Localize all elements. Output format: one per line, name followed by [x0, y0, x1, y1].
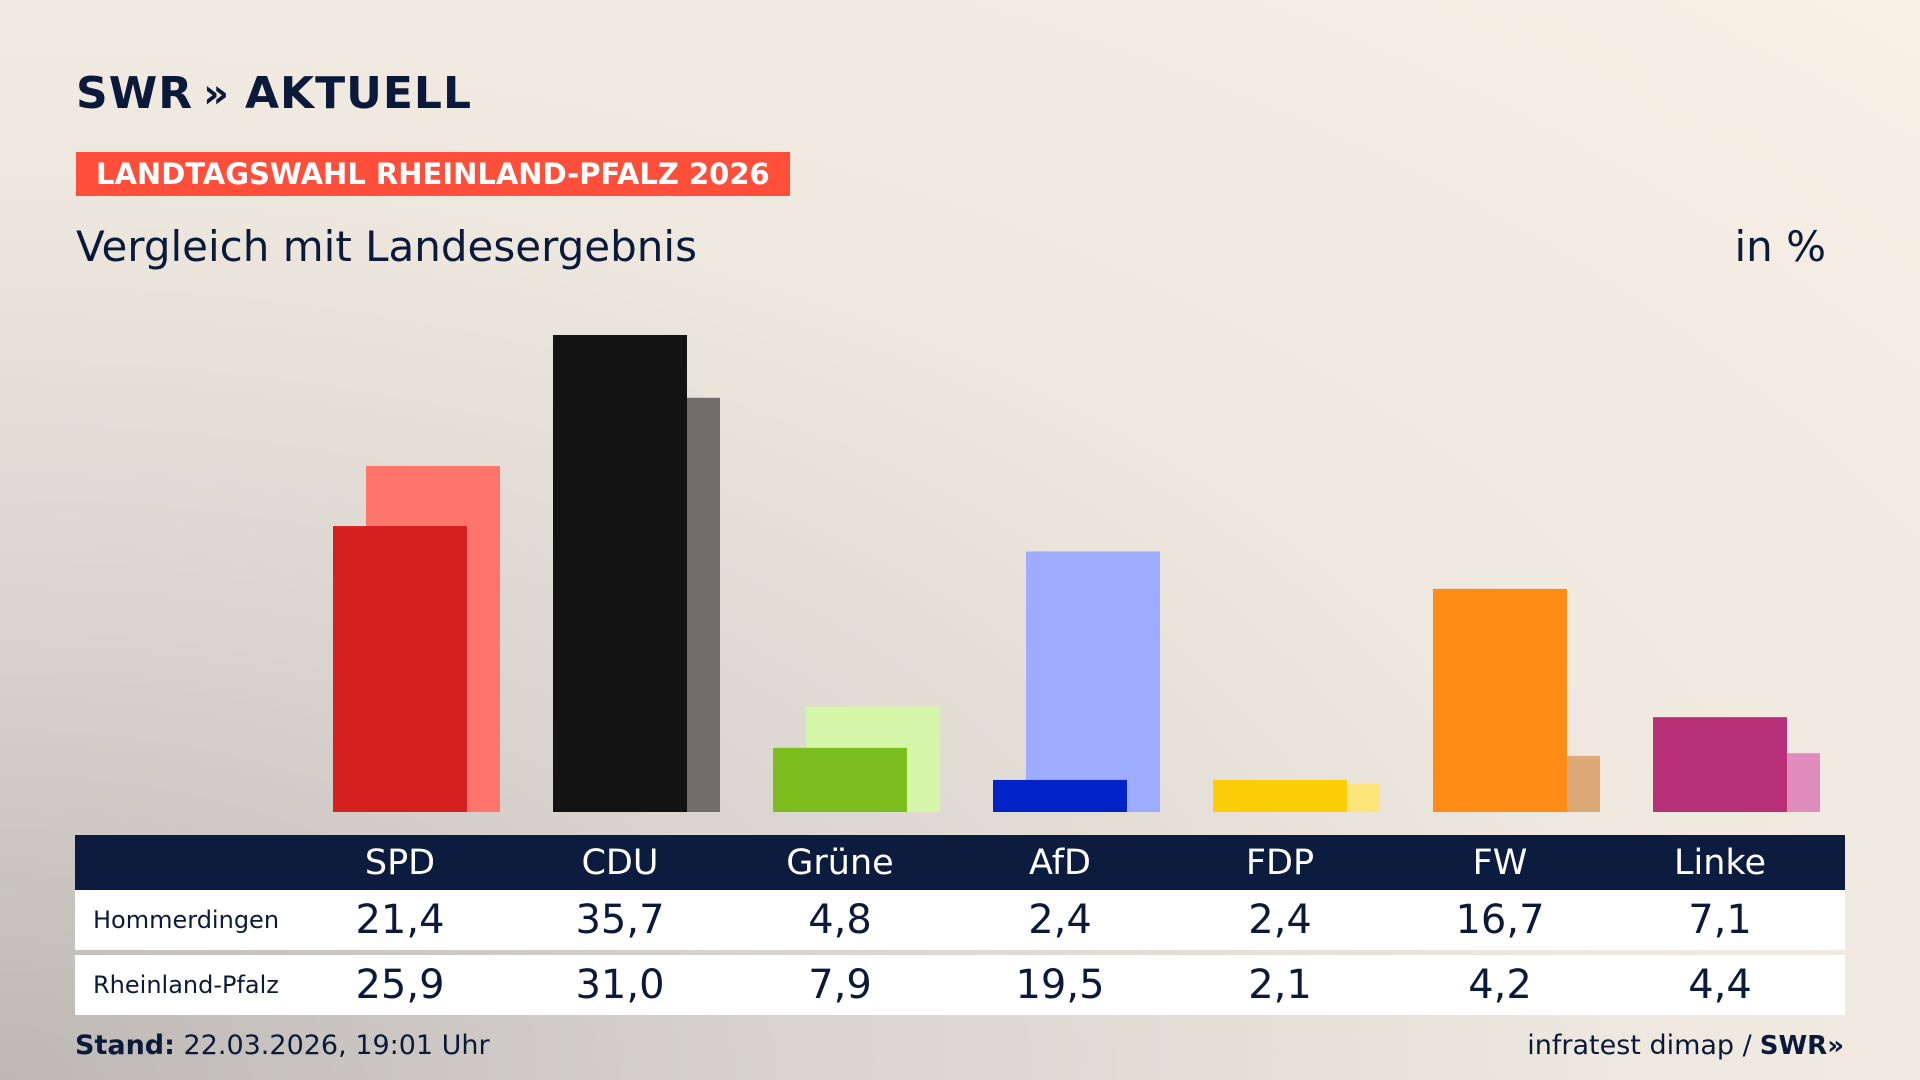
- value-cell: 4,8: [808, 897, 872, 943]
- party-header-cdu: CDU: [581, 842, 659, 883]
- stand-value: 22.03.2026, 19:01 Uhr: [183, 1030, 490, 1061]
- chart-subtitle: Vergleich mit Landesergebnis: [76, 222, 697, 271]
- value-cell: 21,4: [355, 897, 445, 943]
- party-header-fdp: FDP: [1245, 842, 1315, 883]
- party-header-afd: AfD: [1029, 842, 1091, 883]
- table-row: Hommerdingen 21,4 35,7 4,8 2,4 2,4 16,7 7,1: [75, 890, 1845, 950]
- bar-hommerdingen-afd: [993, 779, 1127, 812]
- value-cell: 16,7: [1455, 897, 1545, 943]
- bar-hommerdingen-cdu: [553, 335, 687, 812]
- value-cell: 7,1: [1688, 897, 1752, 943]
- source-credit: infratest dimap / SWR»: [1527, 1030, 1844, 1061]
- bar-hommerdingen-grüne: [773, 747, 907, 812]
- logo-aktuell: AKTUELL: [244, 68, 472, 119]
- value-cell: 25,9: [355, 962, 445, 1008]
- value-cell: 19,5: [1015, 962, 1105, 1008]
- value-cell: 2,4: [1028, 897, 1092, 943]
- bar-rheinland-pfalz-afd: [1026, 551, 1160, 812]
- bar-chart: [333, 335, 1820, 812]
- value-cell: 35,7: [575, 897, 665, 943]
- value-cell: 4,4: [1688, 962, 1752, 1008]
- value-cell: 4,2: [1468, 962, 1532, 1008]
- row-label: Rheinland-Pfalz: [93, 971, 279, 999]
- timestamp: Stand: 22.03.2026, 19:01 Uhr: [75, 1030, 490, 1061]
- election-banner: LANDTAGSWAHL RHEINLAND-PFALZ 2026: [76, 152, 790, 196]
- bar-hommerdingen-spd: [333, 526, 467, 812]
- value-cell: 2,1: [1248, 962, 1312, 1008]
- row-label: Hommerdingen: [93, 906, 280, 934]
- swr-mini-logo: SWR»: [1759, 1030, 1844, 1061]
- source-text: infratest dimap /: [1527, 1030, 1752, 1061]
- logo-swr: SWR: [76, 68, 194, 119]
- table-row: Rheinland-Pfalz 25,9 31,0 7,9 19,5 2,1 4,2 4,4: [75, 955, 1845, 1015]
- party-header-linke: Linke: [1674, 842, 1766, 883]
- stand-label: Stand:: [75, 1030, 175, 1061]
- value-cell: 2,4: [1248, 897, 1312, 943]
- bar-hommerdingen-fdp: [1213, 779, 1347, 812]
- swr-aktuell-logo: SWR » AKTUELL: [76, 68, 472, 119]
- bar-hommerdingen-fw: [1433, 588, 1567, 812]
- party-header-fw: FW: [1472, 842, 1528, 883]
- bar-hommerdingen-linke: [1653, 717, 1787, 812]
- value-cell: 7,9: [808, 962, 872, 1008]
- value-cell: 31,0: [575, 962, 665, 1008]
- party-header-spd: SPD: [364, 842, 436, 883]
- results-table: SPD CDU Grüne AfD FDP FW Linke Hommerdingen 21…: [75, 835, 1845, 1015]
- unit-label: in %: [1734, 222, 1826, 271]
- table-header-row: SPD CDU Grüne AfD FDP FW Linke: [75, 835, 1845, 890]
- party-header-grüne: Grüne: [786, 842, 894, 883]
